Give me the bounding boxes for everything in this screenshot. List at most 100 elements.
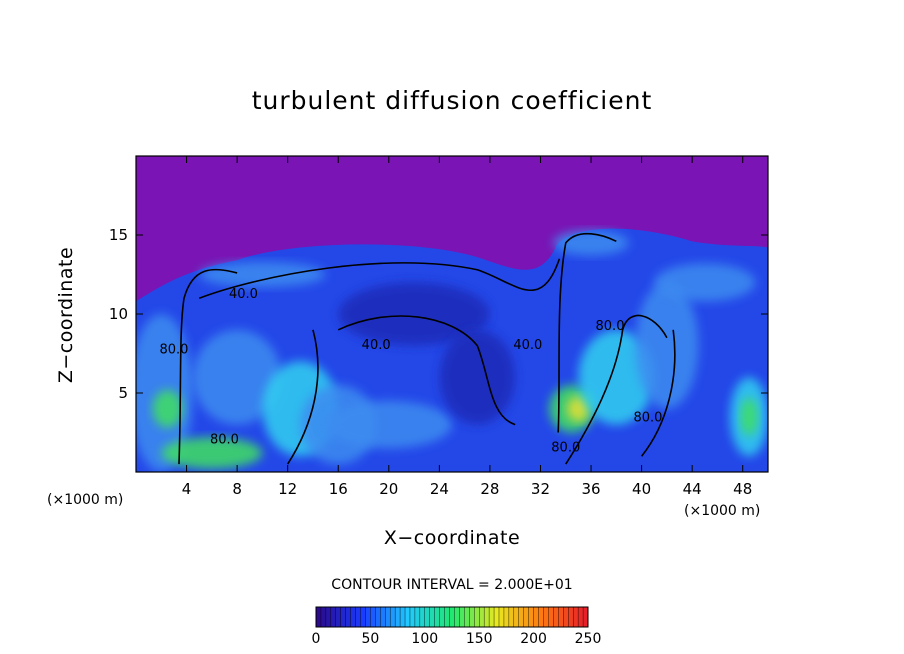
colorbar-swatch xyxy=(513,606,520,628)
field-blob xyxy=(325,400,452,449)
colorbar-swatch xyxy=(365,606,371,628)
field-blob xyxy=(439,329,516,425)
colorbar-swatch xyxy=(444,606,451,628)
colorbar-swatch xyxy=(325,606,332,628)
colorbar-swatch xyxy=(360,606,366,628)
colorbar-swatch xyxy=(385,606,391,628)
colorbar-swatch xyxy=(449,606,455,628)
colorbar-swatch xyxy=(459,606,465,628)
field-blob xyxy=(578,329,655,425)
contour-line xyxy=(178,268,238,465)
colorbar-swatch xyxy=(345,606,352,628)
colorbar-swatch xyxy=(434,606,441,628)
colorbar-swatch xyxy=(528,606,535,628)
contour-label: 40.0 xyxy=(229,287,258,302)
colorbar-swatch xyxy=(523,606,530,628)
colorbar-swatch xyxy=(483,606,490,628)
contour-label: 80.0 xyxy=(596,319,625,334)
colorbar-swatch xyxy=(498,606,505,628)
colorbar-swatch xyxy=(399,606,406,628)
colorbar-swatch xyxy=(375,606,381,628)
field-blob xyxy=(740,397,758,436)
x-tick-label: 4 xyxy=(182,480,192,498)
colorbar-swatch xyxy=(419,606,426,628)
contour-label: 80.0 xyxy=(210,433,239,448)
x-tick-label: 48 xyxy=(733,480,752,498)
colorbar-swatch xyxy=(508,606,515,628)
x-unit-label-right: (×1000 m) xyxy=(684,503,761,519)
field-blob xyxy=(635,282,699,409)
colorbar-tick-label: 250 xyxy=(575,631,602,647)
colorbar-swatch xyxy=(335,606,342,628)
x-tick-label: 28 xyxy=(480,480,499,498)
field-blob xyxy=(567,396,590,422)
colorbar-tick-label: 200 xyxy=(520,631,547,647)
x-tick-label: 8 xyxy=(232,480,242,498)
colorbar-swatch xyxy=(380,606,386,628)
colorbar-frame xyxy=(315,606,589,628)
x-tick-label: 32 xyxy=(531,480,550,498)
colorbar-swatch xyxy=(503,606,510,628)
contour-line xyxy=(557,232,617,433)
colorbar-swatch xyxy=(439,606,446,628)
colorbar-swatch xyxy=(479,606,485,628)
contour-line xyxy=(287,329,319,465)
colorbar-swatch xyxy=(464,606,470,628)
colorbar-swatch xyxy=(568,606,574,628)
contour-label: 80.0 xyxy=(633,410,662,425)
colorbar-swatch xyxy=(320,606,327,628)
colorbar-tick-label: 100 xyxy=(411,631,438,647)
x-axis-ticks: 4 8 12 16 20 24 28 32 36 40 44 48 xyxy=(182,156,752,498)
colorbar-swatch xyxy=(533,606,540,628)
contour-label: 80.0 xyxy=(159,343,188,358)
colorbar-swatch xyxy=(370,606,376,628)
colorbar-swatch xyxy=(543,606,549,628)
colorbar-swatch xyxy=(469,606,475,628)
colorbar-swatch xyxy=(394,606,401,628)
field-blob xyxy=(161,437,263,469)
colorbar-swatch xyxy=(355,606,362,628)
field-blob xyxy=(192,329,282,425)
y-axis-ticks: 5 10 15 xyxy=(109,226,768,402)
colorbar-swatch xyxy=(315,606,322,628)
colorbar-swatch xyxy=(389,606,396,628)
colorbar-tick-label: 150 xyxy=(466,631,493,647)
colorbar-swatch xyxy=(350,606,357,628)
contour-label: 40.0 xyxy=(362,338,391,353)
y-tick-label: 10 xyxy=(109,305,128,323)
x-tick-label: 16 xyxy=(329,480,348,498)
colorbar-swatch xyxy=(558,606,564,628)
colorbar-swatch xyxy=(424,606,431,628)
x-axis-label: X−coordinate xyxy=(383,527,521,549)
colorbar-swatch xyxy=(493,606,500,628)
contour-line xyxy=(337,315,516,426)
x-unit-label-left: (×1000 m) xyxy=(47,492,124,508)
colorbar-swatch xyxy=(553,606,559,628)
colorbar-swatch xyxy=(474,606,480,628)
y-tick-label: 15 xyxy=(109,226,128,244)
colorbar-swatch xyxy=(409,606,416,628)
colorbar-swatch xyxy=(572,606,579,628)
colorbar-swatch xyxy=(518,606,525,628)
contour-line xyxy=(565,314,668,465)
field-blob xyxy=(654,263,756,302)
colorbar-swatch xyxy=(577,606,584,628)
colorbar-tick-label: 0 xyxy=(312,631,321,647)
colorbar-swatch xyxy=(563,606,569,628)
x-tick-label: 12 xyxy=(278,480,297,498)
colorbar-swatch xyxy=(454,606,460,628)
colorbar-swatch xyxy=(488,606,495,628)
colorbar-swatch xyxy=(538,606,544,628)
colorbar-swatch xyxy=(330,606,337,628)
chart-title: turbulent diffusion coefficient xyxy=(251,86,653,115)
colorbar-swatch xyxy=(429,606,436,628)
contour-labels: 40.0 40.0 80.0 80.0 40.0 80.0 80.0 80.0 xyxy=(159,287,662,455)
x-tick-label: 40 xyxy=(632,480,651,498)
field-blob xyxy=(338,282,490,346)
colorbar: 0 50 100 150 200 250 xyxy=(312,606,602,647)
field-blob xyxy=(199,261,326,288)
x-tick-label: 44 xyxy=(683,480,702,498)
contour-line xyxy=(640,329,676,457)
contour-label: 80.0 xyxy=(551,440,580,455)
